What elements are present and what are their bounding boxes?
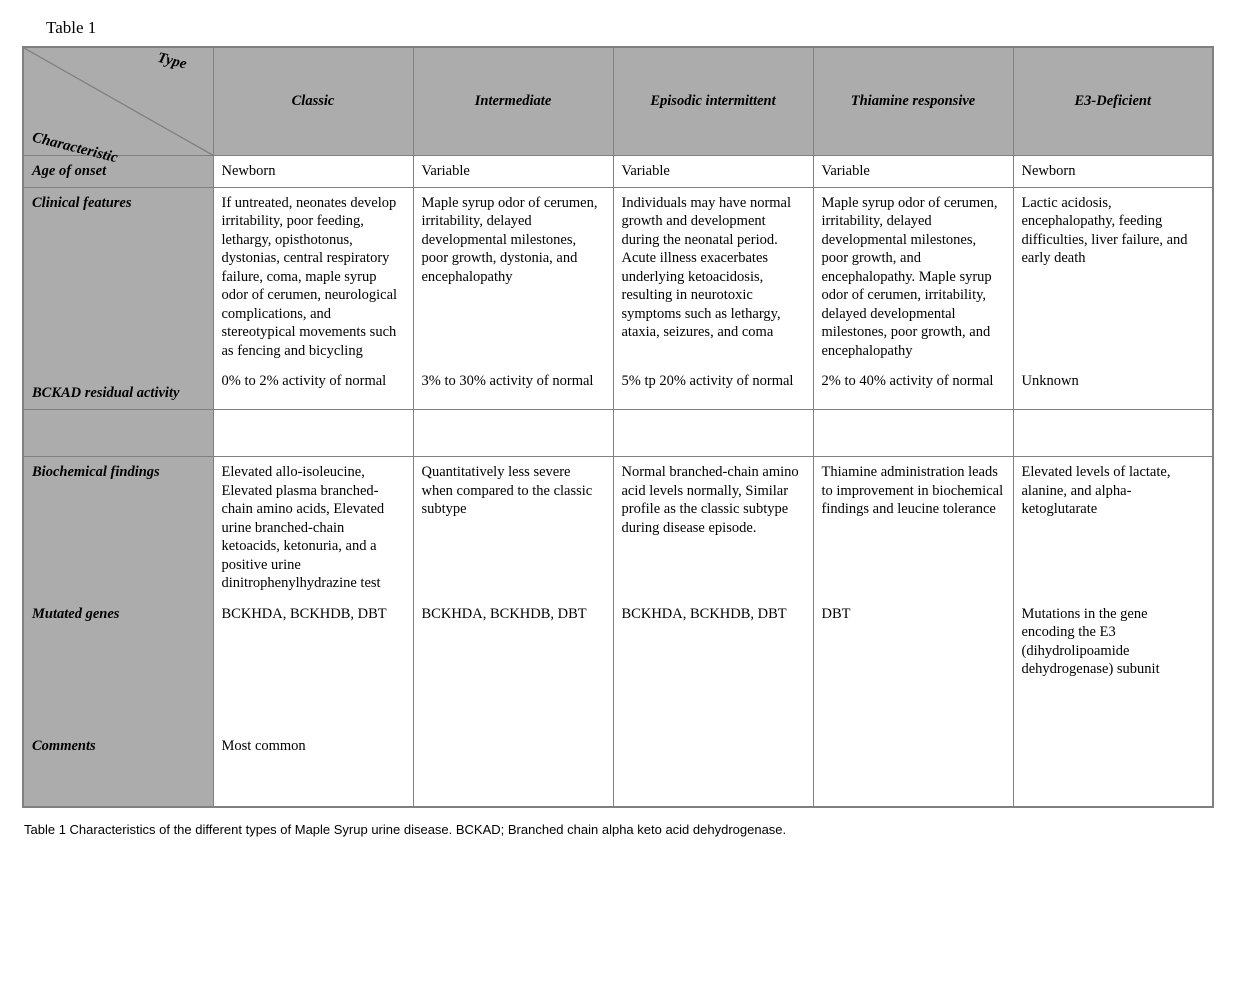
cell-comments-e3	[1013, 731, 1213, 807]
cell-bckad-intermediate: 3% to 30% activity of normal	[413, 366, 613, 409]
rowlabel-spacer-1	[23, 410, 213, 457]
row-spacer-2	[23, 685, 1213, 731]
row-bckad: BCKAD residual activity 0% to 2% activit…	[23, 366, 1213, 409]
col-header-episodic: Episodic intermittent	[613, 47, 813, 156]
cell-mutated-thiamine: DBT	[813, 599, 1013, 685]
row-clinical-features: Clinical features If untreated, neonates…	[23, 187, 1213, 366]
cell-spacer-2d	[813, 685, 1013, 731]
rowlabel-spacer-2	[23, 685, 213, 731]
col-header-classic: Classic	[213, 47, 413, 156]
table-title: Table 1	[46, 18, 1213, 38]
cell-age-intermediate: Variable	[413, 156, 613, 188]
cell-spacer-2e	[1013, 685, 1213, 731]
row-biochemical: Biochemical findings Elevated allo-isole…	[23, 457, 1213, 599]
cell-bckad-thiamine: 2% to 40% activity of normal	[813, 366, 1013, 409]
row-mutated: Mutated genes BCKHDA, BCKHDB, DBT BCKHDA…	[23, 599, 1213, 685]
cell-mutated-episodic: BCKHDA, BCKHDB, DBT	[613, 599, 813, 685]
cell-bckad-classic: 0% to 2% activity of normal	[213, 366, 413, 409]
cell-biochem-e3: Elevated levels of lactate, alanine, and…	[1013, 457, 1213, 599]
cell-spacer-2a	[213, 685, 413, 731]
cell-age-episodic: Variable	[613, 156, 813, 188]
cell-mutated-intermediate: BCKHDA, BCKHDB, DBT	[413, 599, 613, 685]
cell-biochem-classic: Elevated allo-isoleucine, Elevated plasm…	[213, 457, 413, 599]
cell-spacer-1d	[813, 410, 1013, 457]
col-header-thiamine: Thiamine responsive	[813, 47, 1013, 156]
cell-spacer-2c	[613, 685, 813, 731]
rowlabel-biochemical: Biochemical findings	[23, 457, 213, 599]
table-caption: Table 1 Characteristics of the different…	[22, 822, 1213, 837]
rowlabel-comments: Comments	[23, 731, 213, 807]
cell-comments-intermediate	[413, 731, 613, 807]
cell-comments-thiamine	[813, 731, 1013, 807]
row-spacer-1	[23, 410, 1213, 457]
msud-table: Type Characteristic Classic Intermediate…	[22, 46, 1214, 808]
cell-clinical-thiamine: Maple syrup odor of cerumen, irritabilit…	[813, 187, 1013, 366]
cell-spacer-2b	[413, 685, 613, 731]
cell-mutated-classic: BCKHDA, BCKHDB, DBT	[213, 599, 413, 685]
cell-clinical-episodic: Individuals may have normal growth and d…	[613, 187, 813, 366]
cell-mutated-e3: Mutations in the gene encoding the E3 (d…	[1013, 599, 1213, 685]
rowlabel-age-of-onset: Age of onset	[23, 156, 213, 188]
col-header-e3: E3-Deficient	[1013, 47, 1213, 156]
col-header-intermediate: Intermediate	[413, 47, 613, 156]
cell-clinical-intermediate: Maple syrup odor of cerumen, irritabilit…	[413, 187, 613, 366]
cell-biochem-thiamine: Thiamine administration leads to improve…	[813, 457, 1013, 599]
cell-age-thiamine: Variable	[813, 156, 1013, 188]
rowlabel-mutated: Mutated genes	[23, 599, 213, 685]
cell-comments-episodic	[613, 731, 813, 807]
row-comments: Comments Most common	[23, 731, 1213, 807]
rowlabel-bckad: BCKAD residual activity	[23, 366, 213, 409]
row-age-of-onset: Age of onset Newborn Variable Variable V…	[23, 156, 1213, 188]
cell-biochem-episodic: Normal branched-chain amino acid levels …	[613, 457, 813, 599]
rowlabel-clinical-features: Clinical features	[23, 187, 213, 366]
cell-spacer-1c	[613, 410, 813, 457]
cell-biochem-intermediate: Quantitatively less severe when compared…	[413, 457, 613, 599]
cell-spacer-1a	[213, 410, 413, 457]
cell-spacer-1b	[413, 410, 613, 457]
cell-spacer-1e	[1013, 410, 1213, 457]
cell-comments-classic: Most common	[213, 731, 413, 807]
cell-age-e3: Newborn	[1013, 156, 1213, 188]
cell-clinical-classic: If untreated, neonates develop irritabil…	[213, 187, 413, 366]
cell-clinical-e3: Lactic acidosis, encephalopathy, feeding…	[1013, 187, 1213, 366]
cell-bckad-e3: Unknown	[1013, 366, 1213, 409]
cell-bckad-episodic: 5% tp 20% activity of normal	[613, 366, 813, 409]
cell-age-classic: Newborn	[213, 156, 413, 188]
header-row: Type Characteristic Classic Intermediate…	[23, 47, 1213, 156]
corner-cell: Type Characteristic	[23, 47, 213, 156]
